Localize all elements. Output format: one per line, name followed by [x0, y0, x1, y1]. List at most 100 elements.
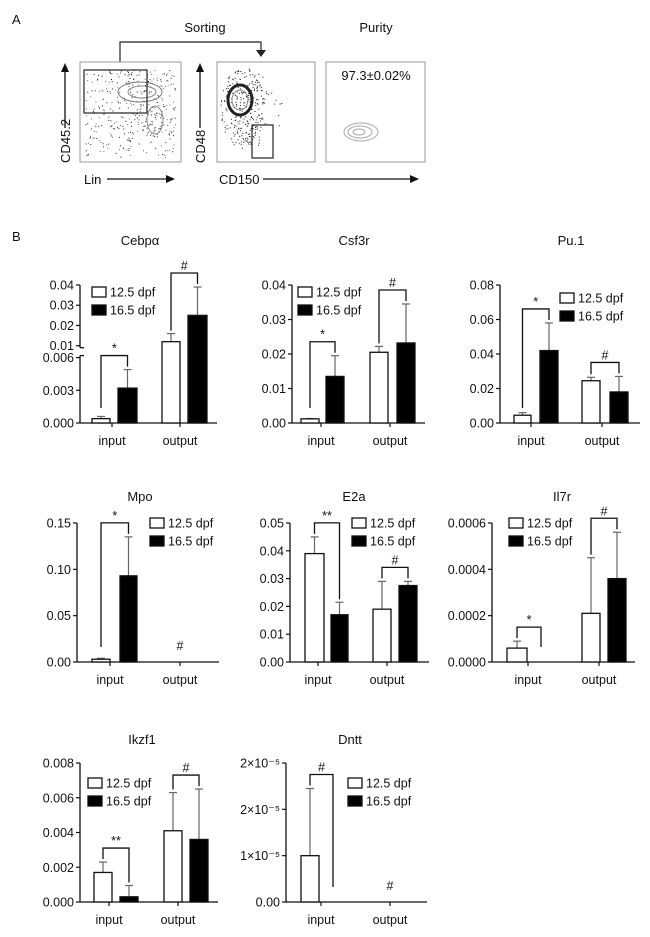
y-tick-label: 0.04 — [262, 279, 286, 293]
event-dot — [132, 132, 134, 134]
event-dot — [248, 133, 250, 135]
event-dot — [229, 127, 231, 129]
chart-e2a: E2a 0.00 0.01 0.02 0.03 0.04 0.05 input output **… — [260, 489, 429, 687]
event-dot — [118, 149, 120, 151]
event-dot — [91, 81, 93, 83]
legend-label: 12.5 dpf — [578, 292, 624, 306]
significance-marker: ** — [322, 509, 332, 523]
event-dot — [258, 136, 260, 138]
event-dot — [248, 95, 250, 96]
event-dot — [255, 126, 257, 127]
event-dot — [140, 105, 142, 107]
event-dot — [256, 116, 258, 118]
ylabel-cd48: CD48 — [193, 130, 208, 163]
event-dot — [172, 130, 174, 132]
y-tick-label: 0.02 — [262, 348, 286, 362]
x-tick-label-output: output — [161, 913, 196, 927]
bar-input-125 — [506, 647, 528, 663]
event-dot — [138, 115, 140, 117]
bar-input-125 — [91, 417, 111, 424]
bar-input-165 — [119, 896, 139, 903]
event-dot — [170, 120, 172, 122]
legend-label: 16.5 dpf — [110, 304, 156, 318]
event-dot — [155, 113, 157, 115]
event-dot — [101, 75, 103, 77]
event-dot — [241, 92, 243, 94]
event-dot — [258, 82, 260, 83]
event-dot — [164, 154, 166, 156]
event-dot — [170, 77, 172, 79]
event-dot — [275, 99, 277, 101]
event-dot — [156, 115, 158, 117]
event-dot — [247, 85, 249, 87]
y-tick-label: 0.04 — [470, 348, 494, 362]
event-dot — [111, 125, 113, 127]
event-dot — [172, 148, 174, 149]
event-dot — [143, 91, 145, 93]
event-dot — [252, 74, 254, 76]
event-dot — [137, 84, 139, 86]
event-dot — [174, 89, 176, 91]
event-dot — [237, 97, 238, 99]
event-dot — [125, 82, 127, 84]
event-dot — [122, 148, 124, 150]
y-tick-label: 0.10 — [47, 563, 71, 577]
event-dot — [173, 127, 175, 129]
event-dot — [256, 85, 258, 87]
event-dot — [247, 120, 249, 122]
event-dot — [98, 75, 99, 77]
event-dot — [101, 89, 103, 91]
ylabel-cd45: CD45.2 — [58, 119, 73, 163]
legend-label: 16.5 dpf — [106, 795, 152, 809]
event-dot — [224, 100, 226, 102]
event-dot — [112, 110, 114, 112]
event-dot — [100, 142, 102, 144]
event-dot — [164, 105, 166, 107]
event-dot — [111, 79, 112, 80]
event-dot — [266, 93, 268, 95]
event-dot — [150, 124, 152, 126]
event-dot — [166, 119, 168, 121]
event-dot — [129, 140, 131, 142]
significance-marker: # — [387, 879, 394, 893]
event-dot — [108, 119, 110, 121]
event-dot — [128, 139, 130, 141]
event-dot — [168, 133, 170, 135]
event-dot — [256, 90, 258, 92]
event-dot — [111, 101, 113, 103]
event-dot — [124, 100, 126, 102]
event-dot — [238, 71, 240, 72]
event-dot — [120, 145, 122, 147]
panel-a-label: A — [12, 12, 21, 27]
event-dot — [255, 131, 256, 133]
event-dot — [153, 98, 155, 100]
event-dot — [128, 86, 130, 87]
event-dot — [222, 114, 224, 116]
event-dot — [227, 90, 229, 92]
event-dot — [261, 98, 263, 100]
significance-bracket — [381, 566, 409, 579]
legend-label: 16.5 dpf — [316, 304, 362, 318]
event-dot — [244, 102, 246, 104]
event-dot — [87, 153, 89, 155]
event-dot — [109, 81, 110, 83]
chart-title: Pu.1 — [558, 233, 585, 248]
chart-mpo: Mpo 0.00 0.05 0.10 0.15 input output * #12.5 dpf… — [47, 489, 219, 687]
event-dot — [258, 139, 260, 141]
event-dot — [131, 72, 133, 73]
event-dot — [154, 107, 156, 109]
event-dot — [136, 117, 138, 119]
event-dot — [130, 141, 132, 143]
legend-label: 16.5 dpf — [578, 310, 624, 324]
significance-bracket — [378, 289, 407, 344]
event-dot — [146, 127, 148, 129]
event-dot — [168, 150, 170, 152]
event-dot — [234, 72, 236, 74]
event-dot — [88, 142, 89, 144]
event-dot — [228, 81, 229, 83]
significance-marker: * — [320, 328, 325, 342]
event-dot — [251, 90, 253, 92]
event-dot — [120, 72, 121, 74]
event-dot — [104, 110, 106, 112]
event-dot — [258, 73, 260, 75]
